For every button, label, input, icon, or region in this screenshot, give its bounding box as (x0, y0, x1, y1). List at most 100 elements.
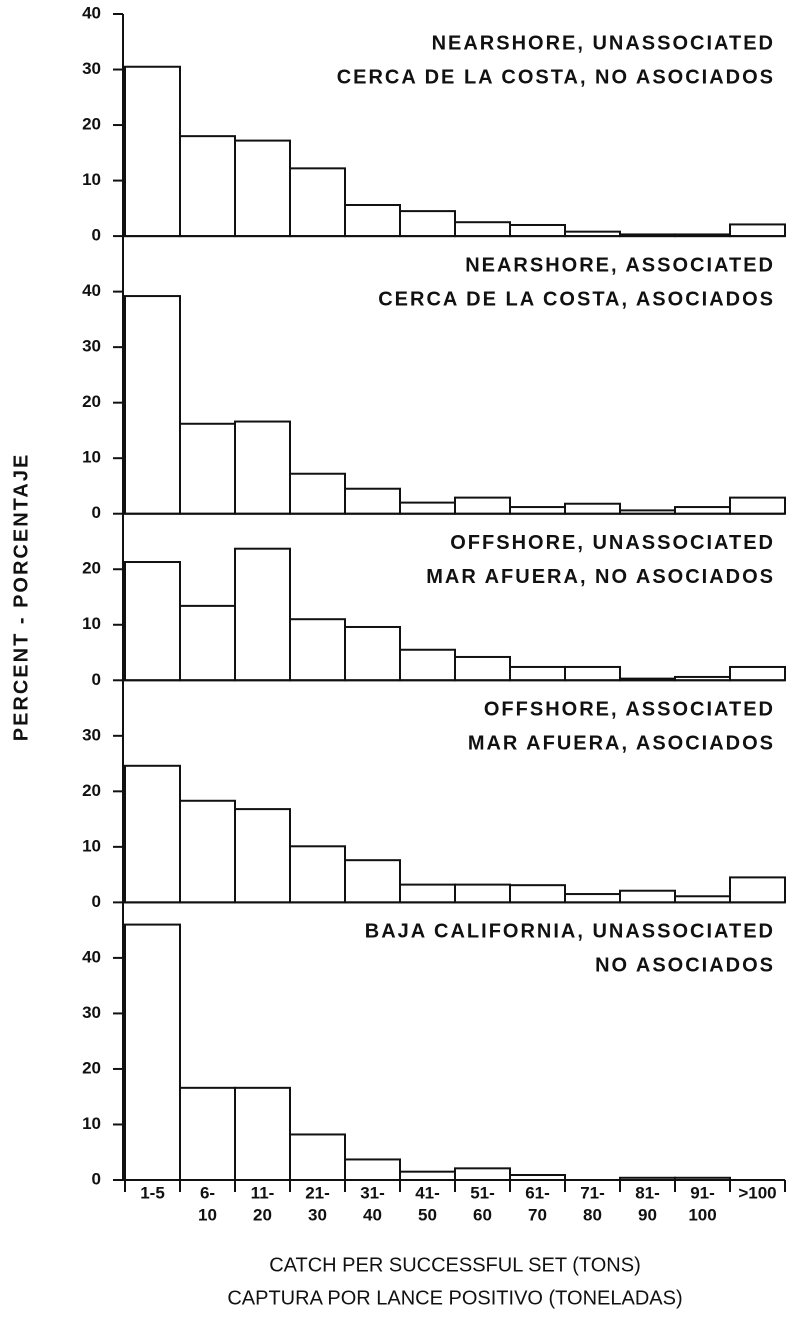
x-tick-label: 10 (198, 1205, 217, 1224)
panel-title: NEARSHORE, UNASSOCIATED (432, 32, 775, 54)
y-tick-label: 30 (82, 1003, 101, 1022)
bar (179, 135, 236, 238)
bar (344, 859, 401, 904)
x-tick-label: 90 (638, 1205, 657, 1224)
y-tick-label: 30 (82, 337, 101, 356)
y-tick-label: 30 (82, 59, 101, 78)
x-tick-label: 40 (363, 1205, 382, 1224)
x-tick-label: 20 (253, 1205, 272, 1224)
x-tick-label: 31- (360, 1183, 385, 1202)
panel-title: MAR AFUERA, NO ASOCIADOS (426, 566, 775, 588)
bar (454, 221, 511, 238)
y-axis-label: PERCENT - PORCENTAJE (10, 453, 32, 742)
bar (564, 502, 621, 515)
x-tick-label: 21- (305, 1183, 330, 1202)
x-tick-label: 30 (308, 1205, 327, 1224)
y-tick-label: 10 (82, 170, 101, 189)
bar (179, 422, 236, 515)
y-tick-label: 10 (82, 448, 101, 467)
x-tick-label: 60 (473, 1205, 492, 1224)
x-tick-label: >100 (738, 1183, 776, 1202)
bar (234, 808, 291, 904)
y-tick-label: 30 (82, 725, 101, 744)
y-tick-label: 20 (82, 559, 101, 578)
bar (344, 204, 401, 238)
y-tick-label: 40 (82, 3, 101, 22)
y-tick-label: 0 (92, 892, 101, 911)
x-tick-label: 41- (415, 1183, 440, 1202)
bar (234, 547, 291, 682)
bar (729, 496, 786, 515)
bar (619, 889, 676, 904)
bar (124, 295, 181, 515)
panel-title: NO ASOCIADOS (595, 955, 775, 977)
bar (234, 1086, 291, 1181)
panel-title: OFFSHORE, ASSOCIATED (484, 699, 775, 721)
y-tick-label: 0 (92, 226, 101, 245)
y-tick-label: 20 (82, 781, 101, 800)
bar (399, 210, 456, 238)
bar (454, 655, 511, 682)
bar (124, 561, 181, 682)
x-tick-label: 61- (525, 1183, 550, 1202)
bar (509, 884, 566, 904)
x-tick-label: 6- (200, 1183, 215, 1202)
bar (234, 420, 291, 515)
bar (344, 487, 401, 515)
y-tick-label: 0 (92, 670, 101, 689)
bar (564, 893, 621, 904)
y-tick-label: 20 (82, 1058, 101, 1077)
y-tick-label: 20 (82, 115, 101, 134)
panel-title: NEARSHORE, ASSOCIATED (465, 254, 775, 276)
bar (399, 648, 456, 682)
bar (289, 472, 346, 515)
bar (124, 764, 181, 904)
bar (729, 876, 786, 904)
bar (454, 1167, 511, 1181)
x-tick-label: 71- (580, 1183, 605, 1202)
x-axis-label: CATCH PER SUCCESSFUL SET (TONS) (269, 1254, 641, 1276)
bar (179, 1086, 236, 1181)
panel-title: OFFSHORE, UNASSOCIATED (450, 532, 775, 554)
x-tick-label: 81- (635, 1183, 660, 1202)
bar (344, 625, 401, 682)
bar (124, 923, 181, 1181)
bar (289, 167, 346, 238)
bar (289, 845, 346, 904)
bar (179, 799, 236, 904)
bar (454, 883, 511, 904)
y-tick-label: 10 (82, 836, 101, 855)
bar (234, 139, 291, 238)
y-tick-label: 40 (82, 281, 101, 300)
x-tick-label: 11- (251, 1183, 275, 1202)
x-tick-label: 100 (688, 1205, 716, 1224)
y-tick-label: 40 (82, 947, 101, 966)
x-tick-label: 80 (583, 1205, 602, 1224)
bar (454, 496, 511, 515)
panel-title: CERCA DE LA COSTA, NO ASOCIADOS (337, 66, 775, 88)
bar (399, 1170, 456, 1181)
bar (509, 223, 566, 238)
y-tick-label: 10 (82, 614, 101, 633)
panel-title: BAJA CALIFORNIA, UNASSOCIATED (365, 921, 775, 943)
panel-title: CERCA DE LA COSTA, ASOCIADOS (378, 288, 775, 310)
x-tick-label: 70 (528, 1205, 547, 1224)
x-tick-label: 51- (470, 1183, 495, 1202)
bar (289, 618, 346, 682)
y-tick-label: 0 (92, 1169, 101, 1188)
bar (399, 883, 456, 904)
bar (509, 665, 566, 682)
x-tick-label: 1-5 (140, 1183, 165, 1202)
bar (344, 1158, 401, 1181)
panel-title: MAR AFUERA, ASOCIADOS (468, 733, 775, 755)
x-tick-label: 50 (418, 1205, 437, 1224)
bar (179, 604, 236, 682)
x-tick-label: 91- (690, 1183, 715, 1202)
bar (729, 665, 786, 682)
bar (124, 65, 181, 238)
bar (289, 1133, 346, 1181)
y-tick-label: 0 (92, 503, 101, 522)
y-tick-label: 10 (82, 1114, 101, 1133)
x-axis-label: CAPTURA POR LANCE POSITIVO (TONELADAS) (227, 1287, 682, 1309)
